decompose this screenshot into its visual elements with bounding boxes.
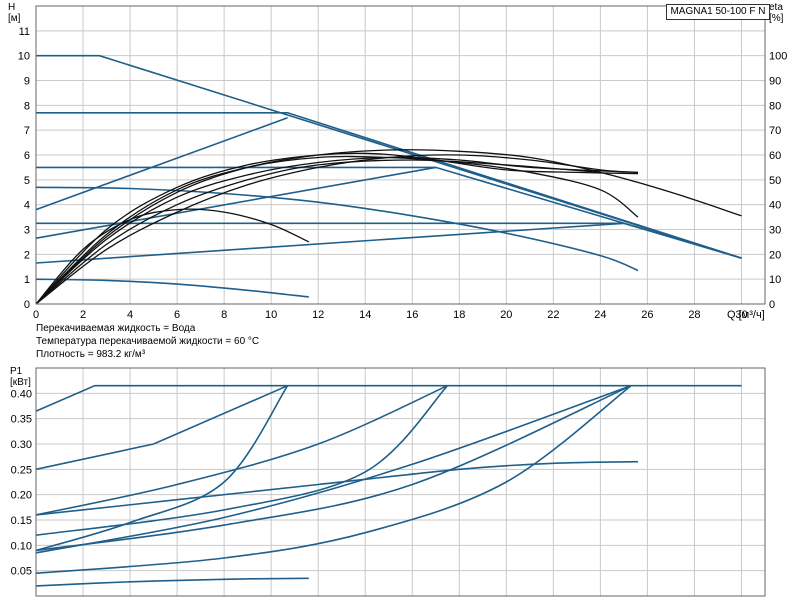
y-left-tick-label: 0 bbox=[24, 299, 30, 311]
power-grid bbox=[36, 368, 765, 596]
x-tick-label: 2 bbox=[80, 309, 86, 321]
power-y-axis-label-0: P1 bbox=[10, 366, 23, 377]
y-right-tick-label: 70 bbox=[769, 125, 781, 137]
head-curve-5 bbox=[35, 166, 436, 239]
y-left-tick-label: 7 bbox=[24, 125, 30, 137]
efficiency-curve-6 bbox=[35, 159, 601, 305]
note-density: Плотность = 983.2 кг/м³ bbox=[36, 349, 146, 360]
y-right-tick-label: 10 bbox=[769, 274, 781, 286]
power-curve-8 bbox=[35, 460, 639, 516]
x-tick-label: 24 bbox=[594, 309, 606, 321]
note-temperature: Температура перекачиваемой жидкости = 60… bbox=[36, 336, 260, 347]
efficiency-curve-3 bbox=[35, 156, 639, 305]
x-tick-label: 12 bbox=[312, 309, 324, 321]
y-left-tick-label: 6 bbox=[24, 150, 30, 162]
x-tick-label: 8 bbox=[221, 309, 227, 321]
efficiency-curve-4 bbox=[35, 208, 310, 305]
x-tick-label: 4 bbox=[127, 309, 133, 321]
y-left-tick-label: 3 bbox=[24, 225, 30, 237]
efficiency-curve-2 bbox=[35, 152, 639, 305]
y-right-axis-label-1: [%] bbox=[769, 13, 784, 24]
x-tick-label: 6 bbox=[174, 309, 180, 321]
head-curve-1 bbox=[36, 112, 742, 259]
y-left-tick-label: 11 bbox=[19, 26, 30, 38]
head-plot-frame bbox=[35, 5, 766, 305]
power-curve-5 bbox=[35, 385, 449, 536]
power-y-tick-label: 0.20 bbox=[11, 490, 32, 502]
head-efficiency-plot: 0 2 4 6 8 10 12 14 16 18 20 22 24 26 28 300123456789101… bbox=[8, 2, 787, 321]
y-right-tick-label: 80 bbox=[769, 100, 781, 112]
y-left-tick-label: 2 bbox=[24, 249, 30, 261]
power-y-tick-label: 0.40 bbox=[11, 388, 32, 400]
efficiency-curves bbox=[35, 149, 742, 305]
x-tick-label: 28 bbox=[688, 309, 700, 321]
x-tick-label: 18 bbox=[453, 309, 465, 321]
y-right-tick-label: 30 bbox=[769, 225, 781, 237]
y-left-axis-label-0: H bbox=[8, 2, 15, 13]
x-tick-label: 26 bbox=[641, 309, 653, 321]
power-curve-4 bbox=[35, 385, 289, 552]
power-y-axis-label-1: [кВт] bbox=[10, 377, 31, 388]
x-axis-label: Q [м³/ч] bbox=[727, 309, 765, 321]
power-plot-frame bbox=[35, 367, 766, 597]
x-tick-label: 10 bbox=[265, 309, 277, 321]
power-plot-background bbox=[36, 368, 765, 596]
power-curve-1 bbox=[35, 384, 288, 471]
head-curve-0 bbox=[36, 54, 742, 259]
power-curve-0 bbox=[35, 384, 742, 412]
y-left-tick-label: 5 bbox=[24, 175, 30, 187]
efficiency-curve-0 bbox=[35, 149, 742, 305]
power-y-tick-label: 0.15 bbox=[11, 515, 32, 527]
y-left-tick-label: 10 bbox=[18, 51, 30, 63]
x-tick-label: 0 bbox=[33, 309, 39, 321]
y-right-tick-label: 20 bbox=[769, 249, 781, 261]
power-y-tick-label: 0.30 bbox=[11, 439, 32, 451]
head-curve-4 bbox=[35, 117, 288, 211]
power-axes: 0.05 0.10 0.15 0.20 0.25 0.30 0.35 0.40 P1[кВт] bbox=[10, 366, 766, 597]
y-left-tick-label: 8 bbox=[24, 100, 30, 112]
model-label: MAGNA1 50-100 F N bbox=[666, 4, 770, 20]
power-curves bbox=[35, 384, 742, 587]
y-right-axis-label-0: eta bbox=[769, 2, 783, 13]
power-y-tick-label: 0.35 bbox=[11, 414, 32, 426]
x-tick-label: 22 bbox=[547, 309, 559, 321]
head-curve-7 bbox=[35, 186, 639, 272]
head-axes: 0 2 4 6 8 10 12 14 16 18 20 22 24 26 28 300123456789101… bbox=[8, 2, 787, 321]
x-tick-label: 20 bbox=[500, 309, 512, 321]
y-left-tick-label: 4 bbox=[24, 200, 30, 212]
head-curve-8 bbox=[35, 278, 309, 298]
y-right-tick-label: 60 bbox=[769, 150, 781, 162]
y-right-tick-label: 0 bbox=[769, 299, 775, 311]
y-right-tick-label: 100 bbox=[769, 51, 787, 63]
note-fluid: Перекачиваемая жидкость = Вода bbox=[36, 323, 196, 334]
x-tick-label: 14 bbox=[359, 309, 371, 321]
power-y-tick-label: 0.05 bbox=[11, 566, 32, 578]
power-curve-2 bbox=[35, 384, 448, 516]
power-curve-3 bbox=[35, 384, 632, 554]
power-y-tick-label: 0.10 bbox=[11, 540, 32, 552]
y-right-tick-label: 90 bbox=[769, 76, 781, 88]
power-curve-7 bbox=[35, 385, 632, 574]
efficiency-curve-1 bbox=[35, 155, 639, 305]
y-left-tick-label: 9 bbox=[24, 76, 30, 88]
power-y-tick-label: 0.25 bbox=[11, 464, 32, 476]
power-plot: 0.05 0.10 0.15 0.20 0.25 0.30 0.35 0.40 P1[кВт] bbox=[10, 366, 766, 597]
head-curves bbox=[35, 54, 742, 298]
head-curve-6 bbox=[35, 222, 624, 264]
x-tick-label: 16 bbox=[406, 309, 418, 321]
y-left-axis-label-1: [м] bbox=[8, 13, 21, 24]
y-right-tick-label: 50 bbox=[769, 175, 781, 187]
head-grid bbox=[36, 6, 765, 304]
power-curve-6 bbox=[35, 384, 632, 552]
power-curve-9 bbox=[35, 577, 309, 587]
x-tick-label: 30 bbox=[735, 309, 747, 321]
y-right-tick-label: 40 bbox=[769, 200, 781, 212]
y-left-tick-label: 1 bbox=[24, 274, 30, 286]
